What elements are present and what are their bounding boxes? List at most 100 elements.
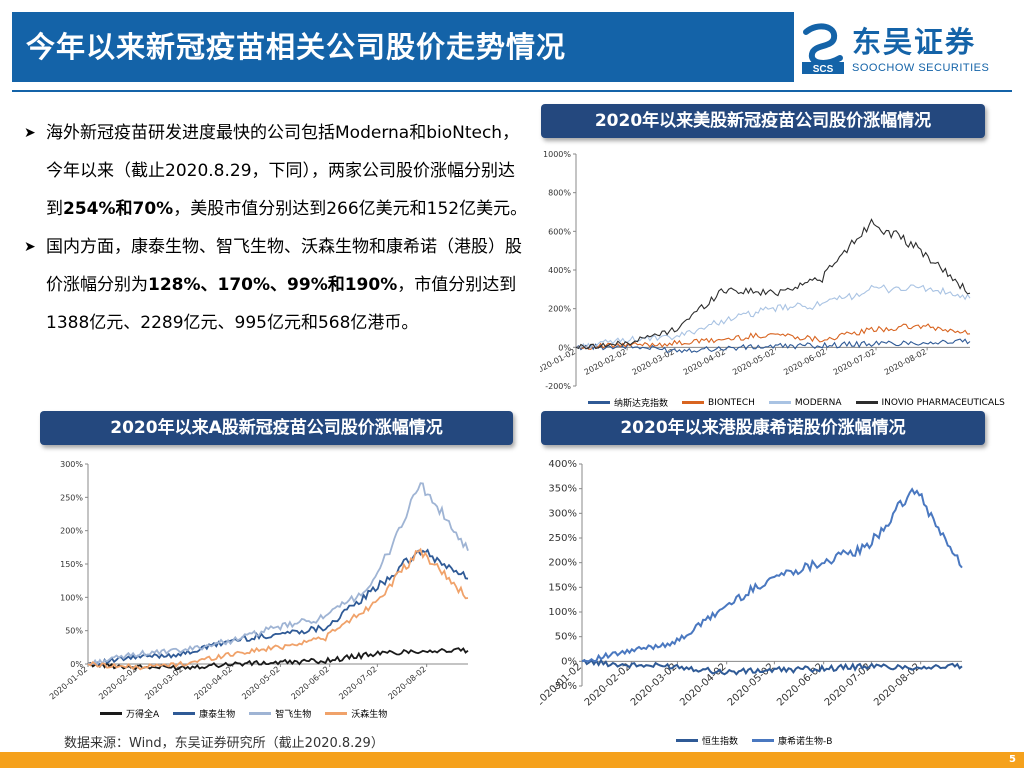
- y-tick-label: 50%: [65, 627, 83, 636]
- legend-label: 康泰生物: [199, 710, 236, 720]
- y-tick-label: 400%: [548, 459, 577, 470]
- series-line-0: [581, 658, 963, 676]
- x-tick-label: 2020-01-02: [48, 665, 89, 702]
- y-tick-label: 200%: [60, 527, 83, 536]
- x-tick-label: 2020-02-02: [97, 665, 138, 702]
- legend-item: 纳斯达克指数: [588, 396, 668, 409]
- footer-bar: [0, 752, 1024, 768]
- us-chart-svg: -200%0%200%400%600%800%1000%2020-01-02 20…: [540, 150, 971, 391]
- x-tick-label: 2020-05-02: [240, 665, 281, 702]
- scs-mark-icon: SCS: [802, 23, 844, 75]
- y-tick-label: 0%: [561, 656, 577, 667]
- y-tick-label: -50%: [551, 681, 577, 692]
- x-tick-label: 2020-08-02: [387, 665, 428, 702]
- legend-item: 沃森生物: [325, 707, 387, 720]
- a-share-chart-legend: 万得全A 康泰生物 智飞生物 沃森生物: [100, 707, 401, 720]
- arrow-bullet-icon: ➤: [24, 125, 36, 141]
- legend-swatch: [173, 712, 196, 715]
- y-tick-label: 0%: [70, 660, 83, 669]
- x-tick-label: 2020-01-02: [540, 661, 584, 708]
- legend-item: 康希诺生物-B: [752, 734, 832, 747]
- series-line-0: [87, 647, 469, 671]
- series-line-2: [87, 482, 469, 667]
- bullet-item: ➤ 海外新冠疫苗研发进度最快的公司包括Moderna和bioNtech，今年以来…: [24, 114, 529, 228]
- series-line-0: [575, 338, 971, 354]
- y-tick-label: 200%: [548, 558, 577, 569]
- page-number: 5: [1009, 754, 1016, 765]
- legend-label: 智飞生物: [275, 710, 312, 720]
- legend-swatch: [768, 401, 791, 404]
- legend-swatch: [682, 401, 705, 404]
- legend-label: 沃森生物: [351, 710, 388, 720]
- x-tick-label: 2020-07-02: [337, 665, 378, 702]
- bullet-list: ➤ 海外新冠疫苗研发进度最快的公司包括Moderna和bioNtech，今年以来…: [24, 114, 529, 342]
- logo-cn: 东吴证券: [852, 25, 977, 59]
- series-line-1: [87, 548, 469, 666]
- y-tick-label: 800%: [548, 189, 571, 198]
- x-tick-label: 2020-02-02: [583, 661, 634, 708]
- y-tick-label: 300%: [548, 508, 577, 519]
- a-chart-svg: 0%50%100%150%200%250%300%2020-01-02 2020-…: [48, 460, 469, 702]
- legend-label: BIONTECH: [708, 397, 755, 408]
- legend-item: BIONTECH: [682, 398, 755, 408]
- legend-label: 纳斯达克指数: [614, 399, 669, 409]
- header-rule: [12, 90, 1012, 92]
- y-tick-label: 150%: [548, 582, 577, 593]
- legend-swatch: [249, 712, 272, 715]
- us-chart-title: 2020年以来美股新冠疫苗公司股价涨幅情况: [541, 104, 985, 138]
- bullet-text: 国内方面，康泰生物、智飞生物、沃森生物和康希诺（港股）股价涨幅分别为128%、1…: [46, 237, 522, 333]
- page-title: 今年以来新冠疫苗相关公司股价走势情况: [26, 30, 567, 64]
- us-stock-chart: -200% 0% 200% 400% 600% 800% 1000% 2020-01-02 20…: [540, 148, 980, 398]
- y-tick-label: 250%: [60, 493, 83, 502]
- y-tick-label: 350%: [548, 484, 577, 495]
- logo-mark-text: SCS: [813, 64, 834, 75]
- legend-item: 康泰生物: [173, 707, 235, 720]
- title-bar: 今年以来新冠疫苗相关公司股价走势情况: [12, 12, 794, 82]
- legend-label: 恒生指数: [702, 737, 739, 747]
- y-tick-label: 100%: [548, 607, 577, 618]
- logo-en: SOOCHOW SECURITIES: [852, 62, 990, 74]
- series-line-3: [575, 218, 971, 350]
- bullet-text: 海外新冠疫苗研发进度最快的公司包括Moderna和bioNtech，今年以来（截…: [46, 123, 528, 219]
- legend-item: INOVIO PHARMACEUTICALS: [855, 398, 1005, 408]
- y-tick-label: 150%: [60, 560, 83, 569]
- a-share-chart-title: 2020年以来A股新冠疫苗公司股价涨幅情况: [40, 411, 513, 445]
- us-chart-legend: 纳斯达克指数 BIONTECH MODERNA INOVIO PHARMACEUTIC…: [588, 396, 1019, 409]
- x-tick-label: 2020-05-02: [731, 347, 776, 377]
- bullet-item: ➤ 国内方面，康泰生物、智飞生物、沃森生物和康希诺（港股）股价涨幅分别为128%…: [24, 228, 529, 342]
- y-tick-label: 600%: [548, 227, 571, 236]
- y-tick-label: 400%: [548, 266, 571, 275]
- legend-swatch: [588, 401, 610, 404]
- series-line-1: [581, 487, 963, 663]
- hk-stock-chart: -50% 0% 50% 100% 150% 200% 250% 300% 350% 400% 202…: [540, 456, 980, 726]
- y-tick-label: 1000%: [543, 150, 571, 159]
- legend-item: MODERNA: [768, 397, 842, 408]
- x-tick-label: 2020-07-02: [832, 347, 877, 377]
- legend-swatch: [325, 712, 348, 715]
- legend-label: 康希诺生物-B: [778, 737, 833, 747]
- x-tick-label: 2020-02-02: [583, 347, 628, 377]
- legend-swatch: [676, 739, 698, 742]
- legend-label: MODERNA: [794, 397, 842, 408]
- legend-item: 万得全A: [100, 707, 159, 720]
- y-tick-label: 200%: [548, 305, 571, 314]
- x-tick-label: 2020-04-02: [682, 347, 727, 377]
- series-line-2: [575, 284, 971, 350]
- legend-swatch: [752, 739, 775, 742]
- x-tick-label: 2020-04-02: [193, 665, 234, 702]
- y-tick-label: 50%: [555, 632, 577, 643]
- series-line-3: [87, 547, 469, 671]
- y-tick-label: 250%: [548, 533, 577, 544]
- x-tick-label: 2020-03-02: [143, 665, 184, 702]
- arrow-bullet-icon: ➤: [24, 239, 36, 255]
- hk-chart-svg: -50% 0% 50% 100% 150% 200% 250% 300% 350% 400% 202…: [540, 459, 963, 708]
- legend-label: 万得全A: [126, 710, 160, 720]
- y-tick-label: 0%: [558, 343, 571, 352]
- company-logo: SCS 东吴证券 SOOCHOW SECURITIES: [800, 22, 1010, 82]
- legend-item: 智飞生物: [249, 707, 311, 720]
- y-tick-label: -200%: [545, 382, 571, 391]
- x-tick-label: 2020-08-02: [883, 347, 928, 377]
- hk-chart-title: 2020年以来港股康希诺股价涨幅情况: [541, 411, 985, 445]
- x-tick-label: 2020-06-02: [782, 347, 827, 377]
- legend-item: 恒生指数: [676, 734, 738, 747]
